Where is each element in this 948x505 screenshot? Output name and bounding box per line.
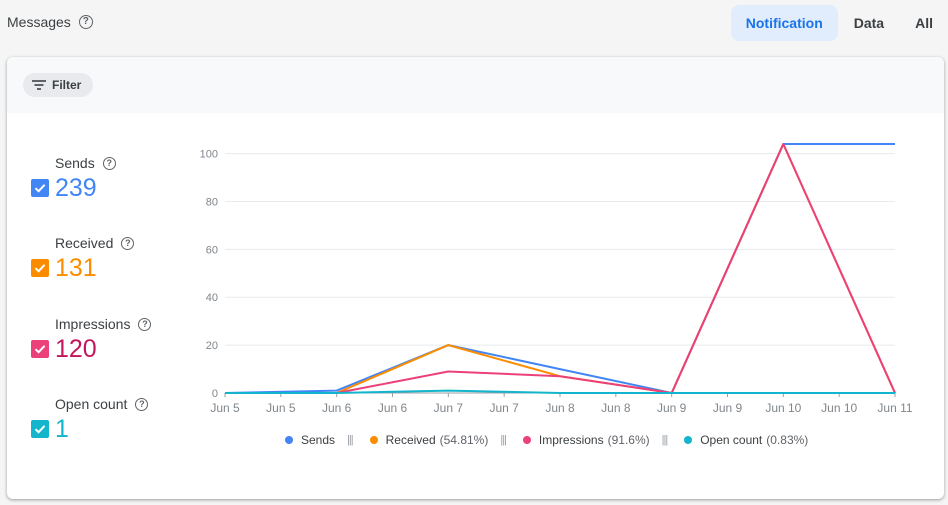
metric-sends: Sends ? 239 — [31, 155, 116, 203]
metric-value: 131 — [55, 254, 97, 282]
y-tick-label: 20 — [206, 340, 218, 352]
legend-item-open-count[interactable]: Open count (0.83%) — [684, 433, 808, 447]
x-tick-label: Jun 9 — [657, 401, 687, 415]
help-icon[interactable]: ? — [121, 236, 135, 250]
open-count-checkbox[interactable] — [31, 420, 49, 438]
legend-dot — [285, 436, 293, 444]
chart-legend: Sends ||| Received (54.81%) ||| Impressi… — [285, 433, 808, 447]
tab-data[interactable]: Data — [853, 15, 885, 31]
series-line-received[interactable] — [225, 143, 896, 394]
metric-open-count: Open count ? 1 — [31, 396, 149, 444]
stats-card: Filter Sends ? 239 Received ? 131 Impr — [7, 57, 944, 499]
x-tick-label: Jun 7 — [434, 401, 464, 415]
series-line-impressions[interactable] — [225, 143, 896, 394]
metric-label: Sends ? — [55, 155, 116, 171]
tab-all[interactable]: All — [915, 15, 933, 31]
help-icon[interactable]: ? — [102, 156, 116, 170]
metric-value: 120 — [55, 335, 97, 363]
top-bar: Messages ? Notification Data All — [0, 0, 948, 46]
x-tick-label: Jun 8 — [545, 401, 575, 415]
check-icon — [34, 425, 46, 434]
x-tick-label: Jun 11 — [877, 401, 912, 415]
legend-item-sends[interactable]: Sends — [285, 433, 335, 447]
y-tick-label: 0 — [212, 388, 218, 400]
metric-label-text: Received — [55, 235, 114, 251]
y-tick-label: 80 — [206, 196, 218, 208]
x-tick-label: Jun 10 — [765, 401, 801, 415]
legend-percent: (91.6%) — [607, 433, 650, 447]
legend-item-received[interactable]: Received (54.81%) — [369, 433, 489, 447]
metric-row: 131 — [31, 253, 134, 283]
y-tick-label: 40 — [206, 292, 218, 304]
legend-separator: ||| — [347, 434, 354, 446]
page-title: Messages ? — [7, 14, 93, 30]
page-title-text: Messages — [7, 14, 71, 30]
legend-dot — [522, 436, 531, 444]
tab-notification[interactable]: Notification — [730, 5, 838, 41]
metric-label-text: Impressions — [55, 316, 131, 332]
legend-label: Impressions — [538, 433, 604, 447]
x-tick-label: Jun 9 — [713, 401, 743, 415]
y-tick-label: 100 — [200, 149, 218, 161]
x-tick-label: Jun 6 — [378, 401, 408, 415]
legend-percent: (54.81%) — [439, 433, 489, 447]
help-icon[interactable]: ? — [135, 397, 149, 411]
metric-row: 239 — [31, 173, 116, 203]
x-tick-label: Jun 5 — [210, 401, 240, 415]
metric-impressions: Impressions ? 120 — [31, 316, 152, 364]
legend-separator: ||| — [500, 434, 507, 446]
legend-label: Sends — [301, 433, 336, 447]
received-checkbox[interactable] — [31, 259, 49, 277]
legend-separator: ||| — [661, 434, 669, 446]
legend-label: Received — [385, 433, 436, 447]
sends-checkbox[interactable] — [31, 179, 49, 197]
metric-label-text: Open count — [55, 396, 128, 412]
help-icon[interactable]: ? — [138, 317, 152, 331]
metric-label: Open count ? — [55, 396, 149, 412]
legend-label: Open count — [700, 433, 763, 447]
filter-label: Filter — [52, 78, 82, 92]
y-tick-label: 60 — [206, 244, 218, 256]
legend-dot — [684, 436, 693, 444]
line-chart: 0 20 40 60 80 100 Jun 5 Jun 5 Jun 6 Jun 6 Jun 7 Ju… — [200, 143, 913, 415]
x-tick-label: Jun 8 — [601, 401, 631, 415]
metric-label: Received ? — [55, 235, 135, 251]
metric-value: 1 — [55, 415, 69, 443]
filter-button[interactable]: Filter — [23, 73, 94, 97]
legend-dot — [369, 436, 378, 444]
series-line-open-count[interactable] — [225, 389, 895, 394]
card-header: Filter — [7, 57, 944, 113]
series-line-sends[interactable] — [224, 143, 895, 394]
filter-icon — [32, 80, 46, 90]
metric-received: Received ? 131 — [31, 235, 135, 283]
view-tabs: Notification Data All — [730, 5, 948, 41]
x-tick-label: Jun 5 — [266, 401, 296, 415]
metric-label-text: Sends — [55, 155, 95, 171]
x-tick-label: Jun 7 — [489, 401, 519, 415]
check-icon — [34, 345, 46, 354]
legend-percent: (0.83%) — [766, 433, 809, 447]
x-tick-label: Jun 6 — [322, 401, 352, 415]
check-icon — [34, 264, 46, 273]
impressions-checkbox[interactable] — [31, 340, 49, 358]
help-icon[interactable]: ? — [78, 15, 93, 29]
check-icon — [34, 184, 46, 193]
metric-label: Impressions ? — [55, 316, 152, 332]
legend-item-impressions[interactable]: Impressions (91.6%) — [522, 433, 650, 447]
metric-row: 1 — [31, 414, 148, 444]
x-tick-label: Jun 10 — [821, 401, 857, 415]
metric-row: 120 — [31, 334, 151, 364]
metric-value: 239 — [55, 174, 97, 202]
